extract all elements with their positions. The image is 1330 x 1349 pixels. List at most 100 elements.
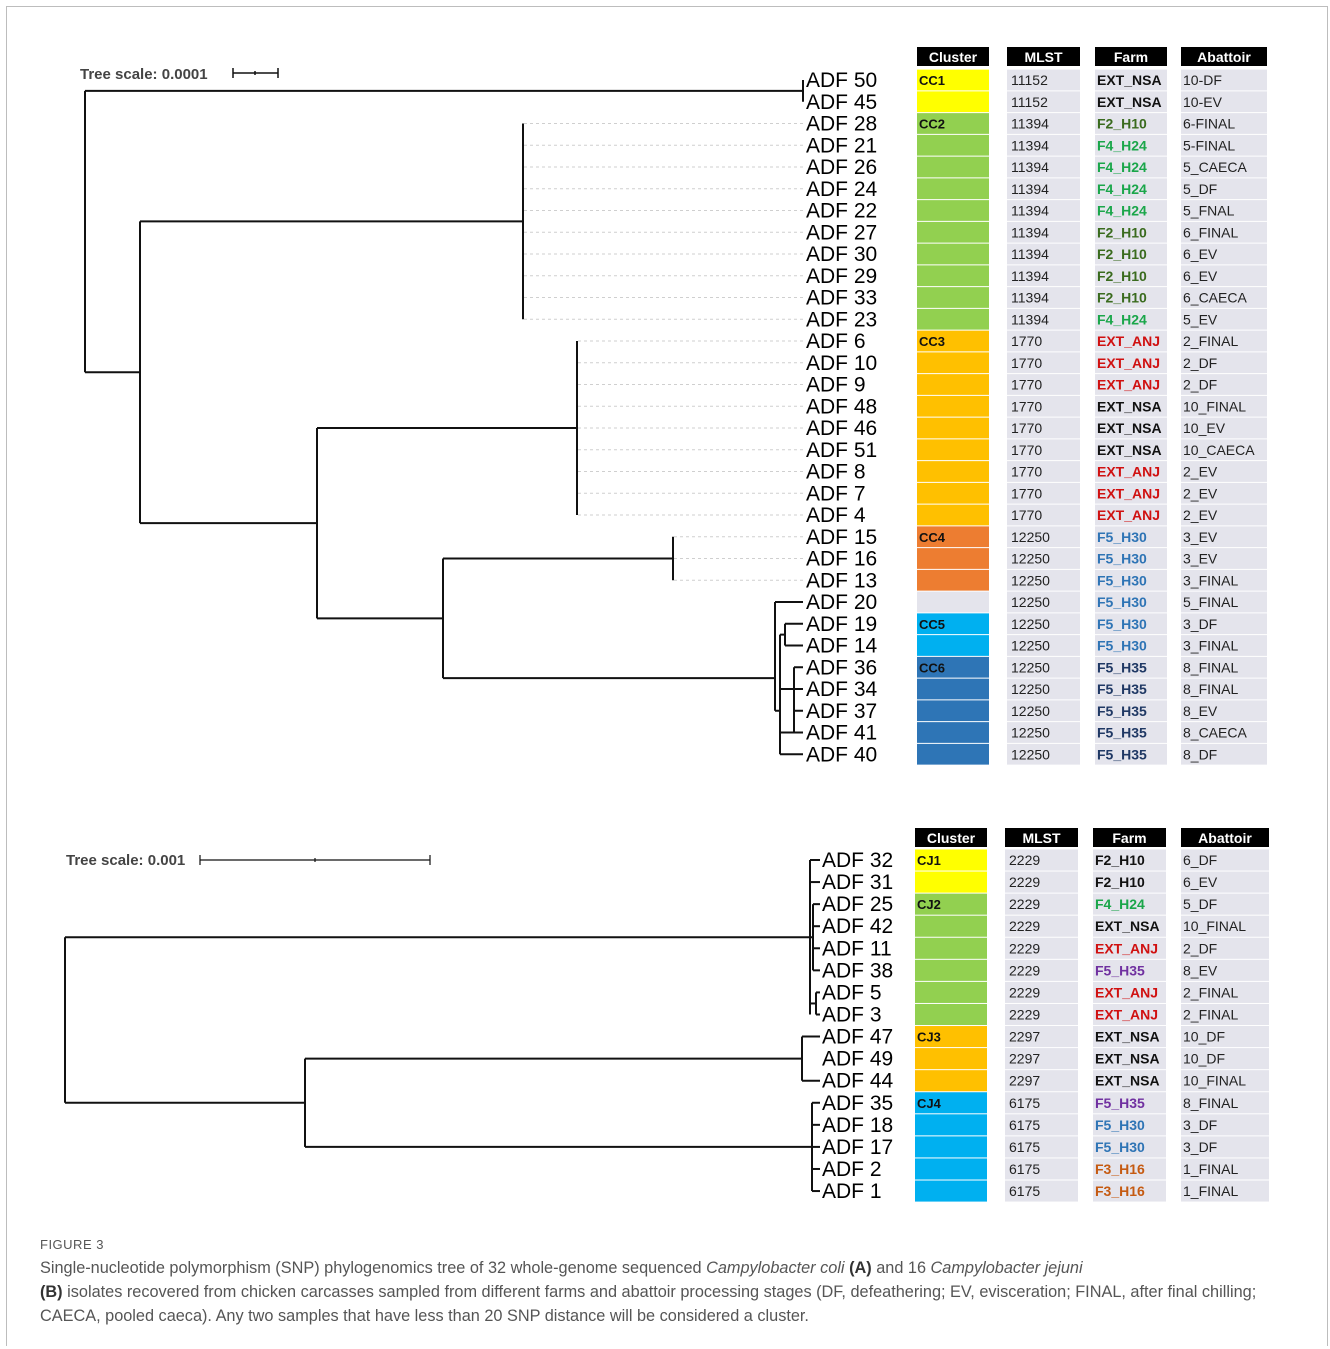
tip-label: ADF 37 — [806, 700, 877, 723]
tip-label: ADF 29 — [806, 265, 877, 288]
cluster-cell — [915, 937, 987, 959]
cluster-cell — [915, 1114, 987, 1136]
cluster-cell — [917, 482, 989, 504]
farm-value: F3_H16 — [1095, 1183, 1145, 1199]
tip-label: ADF 19 — [806, 613, 877, 636]
tip-label: ADF 45 — [806, 91, 877, 114]
table-cell-bg — [1007, 113, 1080, 134]
abattoir-value: 8_FINAL — [1183, 681, 1238, 697]
table-cell-bg — [1005, 849, 1078, 871]
cluster-cell — [917, 743, 989, 765]
farm-value: F5_H35 — [1097, 703, 1147, 719]
tip-label: ADF 26 — [806, 156, 877, 179]
abattoir-value: 10-EV — [1183, 94, 1223, 110]
abattoir-value: 2_EV — [1183, 464, 1218, 480]
tip-label: ADF 13 — [806, 569, 877, 592]
column-header: Abattoir — [1198, 830, 1252, 846]
tip-label: ADF 41 — [806, 722, 877, 745]
table-cell-bg — [1007, 526, 1080, 548]
cluster-cell — [917, 526, 989, 548]
mlst-value: 12250 — [1011, 594, 1050, 610]
table-cell-bg — [1095, 134, 1167, 156]
tip-label: ADF 46 — [806, 417, 877, 440]
table-cell-bg — [1007, 330, 1080, 352]
farm-value: EXT_ANJ — [1097, 507, 1160, 523]
table-cell-bg — [1181, 937, 1269, 959]
farm-value: EXT_ANJ — [1095, 984, 1158, 1000]
table-cell-bg — [1181, 461, 1267, 482]
abattoir-value: 6-FINAL — [1183, 116, 1235, 132]
abattoir-value: 5-FINAL — [1183, 137, 1235, 153]
mlst-value: 2229 — [1009, 874, 1040, 890]
table-cell-bg — [1181, 591, 1267, 613]
mlst-value: 11394 — [1011, 268, 1049, 284]
table-cell-bg — [1181, 849, 1269, 871]
abattoir-value: 8_CAECA — [1183, 725, 1247, 741]
farm-value: F5_H30 — [1097, 594, 1147, 610]
cluster-cell — [917, 569, 989, 591]
cluster-cell — [917, 417, 989, 439]
tip-label: ADF 50 — [806, 69, 877, 92]
table-cell-bg — [1005, 1003, 1078, 1026]
farm-value: F4_H24 — [1095, 896, 1145, 912]
cluster-cell — [915, 849, 987, 871]
farm-value: EXT_ANJ — [1097, 485, 1160, 501]
tip-label: ADF 51 — [806, 439, 877, 462]
mlst-value: 1770 — [1011, 398, 1042, 414]
column-header-bg — [915, 828, 987, 847]
cluster-cell — [917, 461, 989, 482]
table-cell-bg — [1095, 417, 1167, 439]
table-cell-bg — [1093, 959, 1166, 981]
table-cell-bg — [1007, 221, 1080, 243]
column-header-bg — [917, 47, 989, 66]
tip-label: ADF 35 — [822, 1092, 893, 1115]
table-cell-bg — [1093, 1114, 1166, 1136]
mlst-value: 2297 — [1009, 1073, 1040, 1089]
table-cell-bg — [1005, 1180, 1078, 1202]
table-cell-bg — [1005, 1136, 1078, 1158]
table-cell-bg — [1095, 308, 1167, 330]
abattoir-value: 2_FINAL — [1183, 984, 1238, 1000]
abattoir-value: 2_DF — [1183, 377, 1217, 393]
cluster-cell — [915, 1070, 987, 1092]
tree-scale-label: Tree scale: 0.0001 — [80, 66, 208, 83]
table-cell-bg — [1007, 569, 1080, 591]
table-cell-bg — [1181, 91, 1267, 113]
tip-label: ADF 1 — [822, 1180, 882, 1203]
tip-label: ADF 8 — [806, 461, 866, 484]
table-cell-bg — [1093, 1158, 1166, 1180]
cluster-cell — [917, 374, 989, 395]
cluster-label: CC4 — [919, 530, 946, 545]
farm-value: F2_H10 — [1097, 268, 1147, 284]
tip-label: ADF 33 — [806, 287, 877, 310]
abattoir-value: 3_DF — [1183, 1139, 1217, 1155]
table-cell-bg — [1181, 656, 1267, 678]
column-header: Abattoir — [1197, 49, 1251, 65]
cluster-cell — [915, 1136, 987, 1158]
table-cell-bg — [1007, 678, 1080, 700]
tip-label: ADF 9 — [806, 374, 866, 397]
tip-label: ADF 4 — [806, 504, 866, 527]
table-cell-bg — [1181, 981, 1269, 1003]
table-cell-bg — [1007, 417, 1080, 439]
table-cell-bg — [1181, 722, 1267, 743]
farm-value: EXT_NSA — [1097, 94, 1162, 110]
abattoir-value: 2_FINAL — [1183, 1006, 1238, 1022]
abattoir-value: 8_FINAL — [1183, 659, 1238, 675]
tip-label: ADF 20 — [806, 591, 877, 614]
table-cell-bg — [1095, 504, 1167, 526]
table-cell-bg — [1007, 374, 1080, 395]
mlst-value: 11394 — [1011, 224, 1049, 240]
table-cell-bg — [1093, 893, 1166, 915]
cluster-cell — [917, 156, 989, 178]
table-cell-bg — [1007, 308, 1080, 330]
table-cell-bg — [1181, 1026, 1269, 1048]
table-cell-bg — [1007, 635, 1080, 656]
table-cell-bg — [1005, 1048, 1078, 1070]
tip-label: ADF 31 — [822, 871, 893, 894]
table-cell-bg — [1181, 374, 1267, 395]
farm-value: F5_H35 — [1097, 725, 1147, 741]
table-cell-bg — [1181, 1158, 1269, 1180]
table-cell-bg — [1093, 1180, 1166, 1202]
cluster-label: CJ4 — [917, 1096, 942, 1111]
